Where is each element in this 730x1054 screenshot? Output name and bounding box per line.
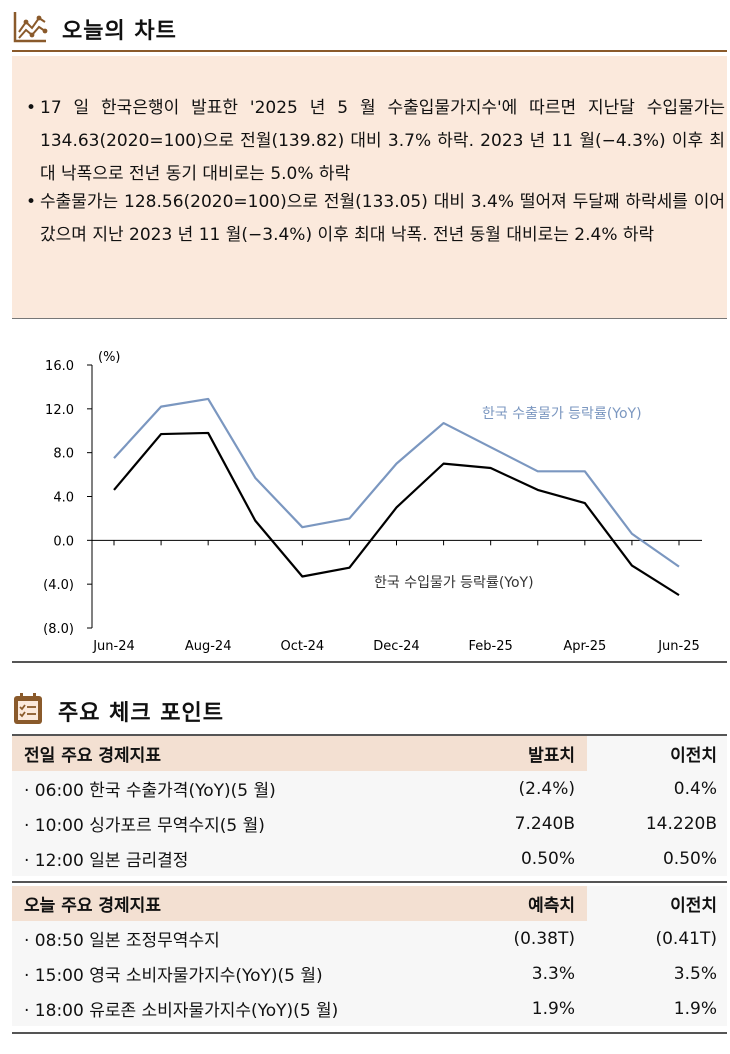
table-header-cell: 오늘 주요 경제지표 xyxy=(12,886,455,921)
table-row: · 08:50 일본 조정무역수지 (0.38T) (0.41T) xyxy=(12,921,727,956)
x-tick-label: Aug-24 xyxy=(185,639,232,654)
x-tick-label: Apr-25 xyxy=(563,639,606,654)
today-indicators-table: 오늘 주요 경제지표 예측치 이전치 · 08:50 일본 조정무역수지 (0.… xyxy=(12,886,727,1026)
table-header-cell: 이전치 xyxy=(587,736,727,771)
y-tick-label: (4.0) xyxy=(43,578,74,593)
y-tick-label: (8.0) xyxy=(43,622,74,637)
chart-bottom-rule xyxy=(12,661,727,663)
y-tick-label: 12.0 xyxy=(45,403,74,418)
summary-bullet: • 17 일 한국은행이 발표한 '2025 년 5 월 수출입물가지수'에 따… xyxy=(26,98,725,184)
y-tick-label: 16.0 xyxy=(45,359,74,374)
table-row: · 15:00 영국 소비자물가지수(YoY)(5 월) 3.3% 3.5% xyxy=(12,956,727,991)
table-header-row: 오늘 주요 경제지표 예측치 이전치 xyxy=(12,886,727,921)
y-tick-label: 4.0 xyxy=(53,491,74,506)
table-header-cell: 전일 주요 경제지표 xyxy=(12,736,455,771)
table-header-cell: 이전치 xyxy=(587,886,727,921)
series-label: 한국 수입물가 등락률(YoY) xyxy=(374,575,534,591)
y-tick-label: 0.0 xyxy=(53,534,74,549)
section-divider xyxy=(12,50,727,52)
checklist-icon xyxy=(12,692,44,730)
table-row: · 12:00 일본 금리결정 0.50% 0.50% xyxy=(12,841,727,876)
table-header-cell: 발표치 xyxy=(455,736,587,771)
table-row: · 06:00 한국 수출가격(YoY)(5 월) (2.4%) 0.4% xyxy=(12,771,727,806)
section-header-todays-chart: 오늘의 차트 xyxy=(12,10,177,48)
y-tick-label: 8.0 xyxy=(53,447,74,462)
series-line xyxy=(113,431,680,597)
summary-box: • 17 일 한국은행이 발표한 '2025 년 5 월 수출입물가지수'에 따… xyxy=(12,56,727,318)
previous-day-indicators-table: 전일 주요 경제지표 발표치 이전치 · 06:00 한국 수출가격(YoY)(… xyxy=(12,736,727,876)
series-label: 한국 수출물가 등락률(YoY) xyxy=(482,406,642,422)
y-unit-label: (%) xyxy=(98,350,121,365)
x-tick-label: Feb-25 xyxy=(469,639,513,654)
x-tick-label: Jun-25 xyxy=(657,639,700,654)
section-header-check-points: 주요 체크 포인트 xyxy=(12,692,224,730)
x-tick-label: Dec-24 xyxy=(373,639,419,654)
line-chart-icon xyxy=(12,10,48,48)
table-header-row: 전일 주요 경제지표 발표치 이전치 xyxy=(12,736,727,771)
table-row: · 10:00 싱가포르 무역수지(5 월) 7.240B 14.220B xyxy=(12,806,727,841)
series-line xyxy=(113,397,680,568)
table-row: · 18:00 유로존 소비자물가지수(YoY)(5 월) 1.9% 1.9% xyxy=(12,991,727,1026)
x-tick-label: Oct-24 xyxy=(280,639,324,654)
section-title: 오늘의 차트 xyxy=(62,19,177,44)
x-tick-label: Jun-24 xyxy=(92,639,135,654)
summary-bottom-rule xyxy=(12,318,727,319)
table-header-cell: 예측치 xyxy=(455,886,587,921)
table-bottom-rule xyxy=(12,1032,727,1034)
table-divider-rule xyxy=(12,881,727,883)
price-index-line-chart: 16.0 12.0 8.0 4.0 0.0 (4.0) (8.0) (%) Jun-24 Aug… xyxy=(43,350,702,654)
section-title: 주요 체크 포인트 xyxy=(58,701,224,726)
summary-bullet: • 수출물가는 128.56(2020=100)으로 전월(133.05) 대비… xyxy=(26,192,725,245)
table-top-rule xyxy=(12,734,727,736)
